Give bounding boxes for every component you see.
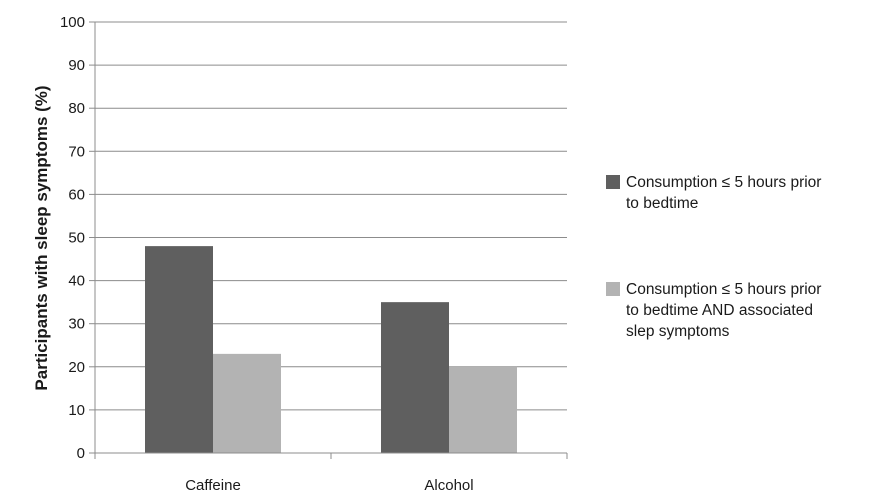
x-category-label: Caffeine (185, 477, 241, 494)
legend-line: slep symptoms (626, 323, 730, 340)
y-tick-label: 60 (68, 186, 85, 203)
y-tick-label: 90 (68, 57, 85, 74)
bars (145, 246, 517, 453)
legend-swatch-series-2 (606, 282, 620, 296)
legend-entry-series-1: Consumption ≤ 5 hours prior to bedtime (606, 172, 886, 214)
legend-line: to bedtime (626, 195, 699, 212)
bar-caffeine-series-1 (145, 246, 213, 453)
y-tick-label: 80 (68, 100, 85, 117)
bar-caffeine-series-2 (213, 353, 281, 453)
bar-alcohol-series-1 (381, 302, 449, 453)
legend-line: Consumption ≤ 5 hours prior (626, 174, 822, 191)
y-tick-label: 30 (68, 316, 85, 333)
legend-line: Consumption ≤ 5 hours prior (626, 281, 822, 298)
legend-swatch-series-1 (606, 175, 620, 189)
x-category-labels: Caffeine Alcohol (185, 477, 473, 494)
y-tick-labels: 0 10 20 30 40 50 60 70 80 90 100 (60, 14, 85, 462)
y-axis-label: Participants with sleep symptoms (%) (32, 85, 51, 390)
y-tick-label: 50 (68, 230, 85, 247)
y-tick-label: 100 (60, 14, 85, 31)
legend-entry-series-2: Consumption ≤ 5 hours prior to bedtime A… (606, 279, 886, 342)
y-tick-label: 0 (77, 445, 85, 462)
y-tick-label: 40 (68, 273, 85, 290)
bar-alcohol-series-2 (449, 366, 517, 453)
y-tick-label: 10 (68, 402, 85, 419)
y-tick-label: 20 (68, 359, 85, 376)
x-category-label: Alcohol (424, 477, 473, 494)
legend-label-series-1: Consumption ≤ 5 hours prior to bedtime (626, 172, 886, 214)
legend-line: to bedtime AND associated (626, 302, 813, 319)
axes (89, 21, 568, 459)
legend-label-series-2: Consumption ≤ 5 hours prior to bedtime A… (626, 279, 886, 342)
y-tick-label: 70 (68, 143, 85, 160)
